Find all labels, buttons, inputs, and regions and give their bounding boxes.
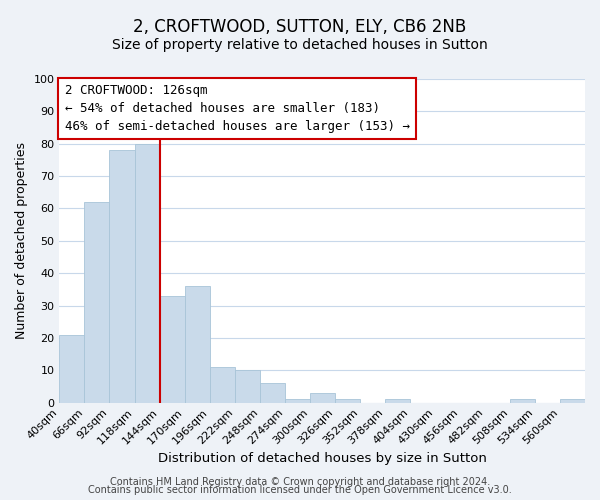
X-axis label: Distribution of detached houses by size in Sutton: Distribution of detached houses by size … [158,452,487,465]
Y-axis label: Number of detached properties: Number of detached properties [15,142,28,340]
Bar [85,202,109,402]
Bar [284,400,310,402]
Bar [335,400,360,402]
Bar [510,400,535,402]
Bar [59,334,85,402]
Bar [185,286,209,403]
Bar [209,367,235,402]
Text: 2, CROFTWOOD, SUTTON, ELY, CB6 2NB: 2, CROFTWOOD, SUTTON, ELY, CB6 2NB [133,18,467,36]
Bar [235,370,260,402]
Text: Contains public sector information licensed under the Open Government Licence v3: Contains public sector information licen… [88,485,512,495]
Bar [134,144,160,402]
Bar [385,400,410,402]
Bar [160,296,185,403]
Text: 2 CROFTWOOD: 126sqm
← 54% of detached houses are smaller (183)
46% of semi-detac: 2 CROFTWOOD: 126sqm ← 54% of detached ho… [65,84,410,133]
Bar [560,400,585,402]
Bar [310,393,335,402]
Text: Contains HM Land Registry data © Crown copyright and database right 2024.: Contains HM Land Registry data © Crown c… [110,477,490,487]
Bar [260,383,284,402]
Text: Size of property relative to detached houses in Sutton: Size of property relative to detached ho… [112,38,488,52]
Bar [109,150,134,403]
